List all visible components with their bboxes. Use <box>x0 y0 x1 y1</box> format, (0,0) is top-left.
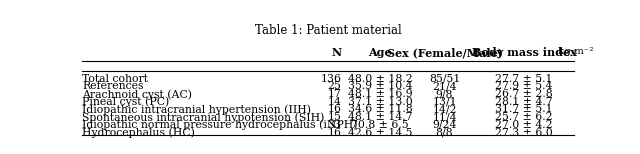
Text: 8/8: 8/8 <box>436 128 453 138</box>
Text: 33: 33 <box>328 120 341 130</box>
Text: 16: 16 <box>328 104 341 114</box>
Text: Arachnoid cyst (AC): Arachnoid cyst (AC) <box>83 89 193 100</box>
Text: Hydrocephalus (HC): Hydrocephalus (HC) <box>83 128 195 138</box>
Text: 9/8: 9/8 <box>436 89 453 99</box>
Text: 136: 136 <box>321 74 341 84</box>
Text: Age: Age <box>368 47 392 58</box>
Text: Table 1: Patient material: Table 1: Patient material <box>255 24 401 37</box>
Text: 48.1 ± 16.9: 48.1 ± 16.9 <box>348 89 412 99</box>
Text: 16: 16 <box>328 128 341 138</box>
Text: 14/2: 14/2 <box>432 104 457 114</box>
Text: 14: 14 <box>328 97 341 107</box>
Text: 34.6 ± 11.8: 34.6 ± 11.8 <box>348 104 412 114</box>
Text: 28.1 ± 4.7: 28.1 ± 4.7 <box>495 97 553 107</box>
Text: 27.3 ± 6.0: 27.3 ± 6.0 <box>495 128 553 138</box>
Text: 11/4: 11/4 <box>432 112 457 122</box>
Text: Sex (Female/Male): Sex (Female/Male) <box>387 47 502 58</box>
Text: 25: 25 <box>328 81 341 91</box>
Text: Pineal cyst (PC): Pineal cyst (PC) <box>83 97 170 107</box>
Text: 26.7 ± 2.8: 26.7 ± 2.8 <box>495 89 553 99</box>
Text: 17: 17 <box>328 89 341 99</box>
Text: 13/1: 13/1 <box>432 97 457 107</box>
Text: Body mass index: Body mass index <box>472 47 576 58</box>
Text: Total cohort: Total cohort <box>83 74 148 84</box>
Text: References: References <box>83 81 144 91</box>
Text: N: N <box>332 47 341 58</box>
Text: 42.6 ± 14.5: 42.6 ± 14.5 <box>348 128 412 138</box>
Text: 25.7 ± 6.2: 25.7 ± 6.2 <box>495 112 553 122</box>
Text: 27.0 ± 4.2: 27.0 ± 4.2 <box>495 120 553 130</box>
Text: kg m⁻²: kg m⁻² <box>558 47 594 56</box>
Text: Idiopathic intracranial hypertension (IIH): Idiopathic intracranial hypertension (II… <box>83 104 312 115</box>
Text: 31.7 ± 5.1: 31.7 ± 5.1 <box>495 104 553 114</box>
Text: 27.9 ± 5.4: 27.9 ± 5.4 <box>495 81 552 91</box>
Text: 48.1 ± 14.7: 48.1 ± 14.7 <box>348 112 412 122</box>
Text: 37.1 ± 13.0: 37.1 ± 13.0 <box>348 97 412 107</box>
Text: 21/4: 21/4 <box>432 81 457 91</box>
Text: 9/24: 9/24 <box>433 120 457 130</box>
Text: 35.9 ± 10.4: 35.9 ± 10.4 <box>348 81 412 91</box>
Text: Idiopathic normal pressure hydrocephalus (iNPH): Idiopathic normal pressure hydrocephalus… <box>83 120 358 130</box>
Text: 48.0 ± 18.2: 48.0 ± 18.2 <box>348 74 412 84</box>
Text: Spontaneous intracranial hypotension (SIH): Spontaneous intracranial hypotension (SI… <box>83 112 325 123</box>
Text: 85/51: 85/51 <box>429 74 460 84</box>
Text: 15: 15 <box>328 112 341 122</box>
Text: 27.7 ± 5.1: 27.7 ± 5.1 <box>495 74 553 84</box>
Text: 70.8 ± 6.5: 70.8 ± 6.5 <box>351 120 409 130</box>
